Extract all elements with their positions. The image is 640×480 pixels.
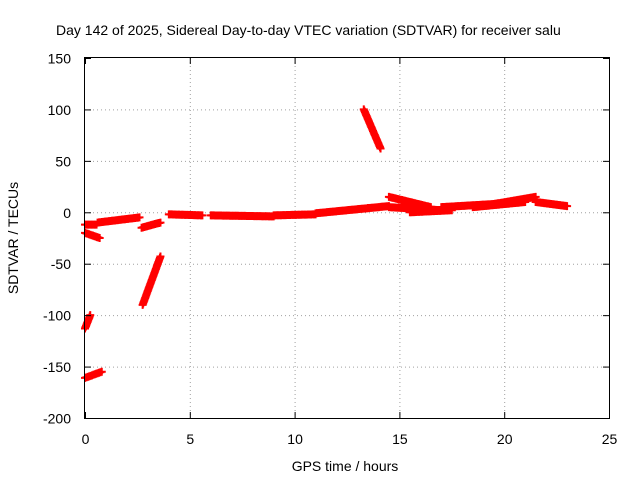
y-tick-label: -100 — [43, 308, 71, 324]
x-tick-label: 10 — [287, 431, 303, 447]
data-point — [376, 144, 385, 153]
y-tick-label: 150 — [48, 51, 72, 67]
x-axis-title: GPS time / hours — [292, 458, 399, 474]
data-point — [135, 213, 144, 222]
x-tick-label: 15 — [392, 431, 408, 447]
data-point — [198, 211, 207, 220]
y-tick-label: 50 — [55, 153, 71, 169]
y-tick-label: -150 — [43, 359, 71, 375]
x-tick-label: 20 — [497, 431, 513, 447]
data-point — [563, 202, 572, 211]
series-arc-6 — [359, 105, 385, 153]
series-arc-4 — [137, 218, 165, 309]
data-point — [156, 252, 165, 261]
data-point — [521, 198, 530, 206]
data-point — [95, 234, 104, 242]
series-arc-7 — [384, 192, 572, 217]
y-tick-label: 100 — [48, 102, 72, 118]
x-tick-label: 5 — [186, 431, 194, 447]
y-tick-label: -200 — [43, 411, 71, 427]
axis-ticks: 0 5 10 15 20 25 -200 -150 -100 -50 0 50 100 150 — [43, 51, 618, 448]
x-tick-label: 25 — [602, 431, 618, 447]
series-arc-1 — [81, 213, 144, 242]
grid — [85, 58, 609, 418]
series-arc-2 — [81, 311, 95, 333]
y-tick-label: -50 — [51, 256, 71, 272]
data-point — [156, 218, 165, 227]
data-point — [97, 367, 106, 376]
plot-frame — [84, 57, 610, 419]
y-tick-label: 0 — [63, 205, 71, 221]
chart-title: Day 142 of 2025, Sidereal Day-to-day VTE… — [56, 22, 561, 38]
x-tick-label: 0 — [82, 431, 90, 447]
series-arc-5 — [164, 202, 393, 221]
data-marks — [81, 105, 572, 382]
y-axis-title: SDTVAR / TECUs — [5, 182, 21, 294]
